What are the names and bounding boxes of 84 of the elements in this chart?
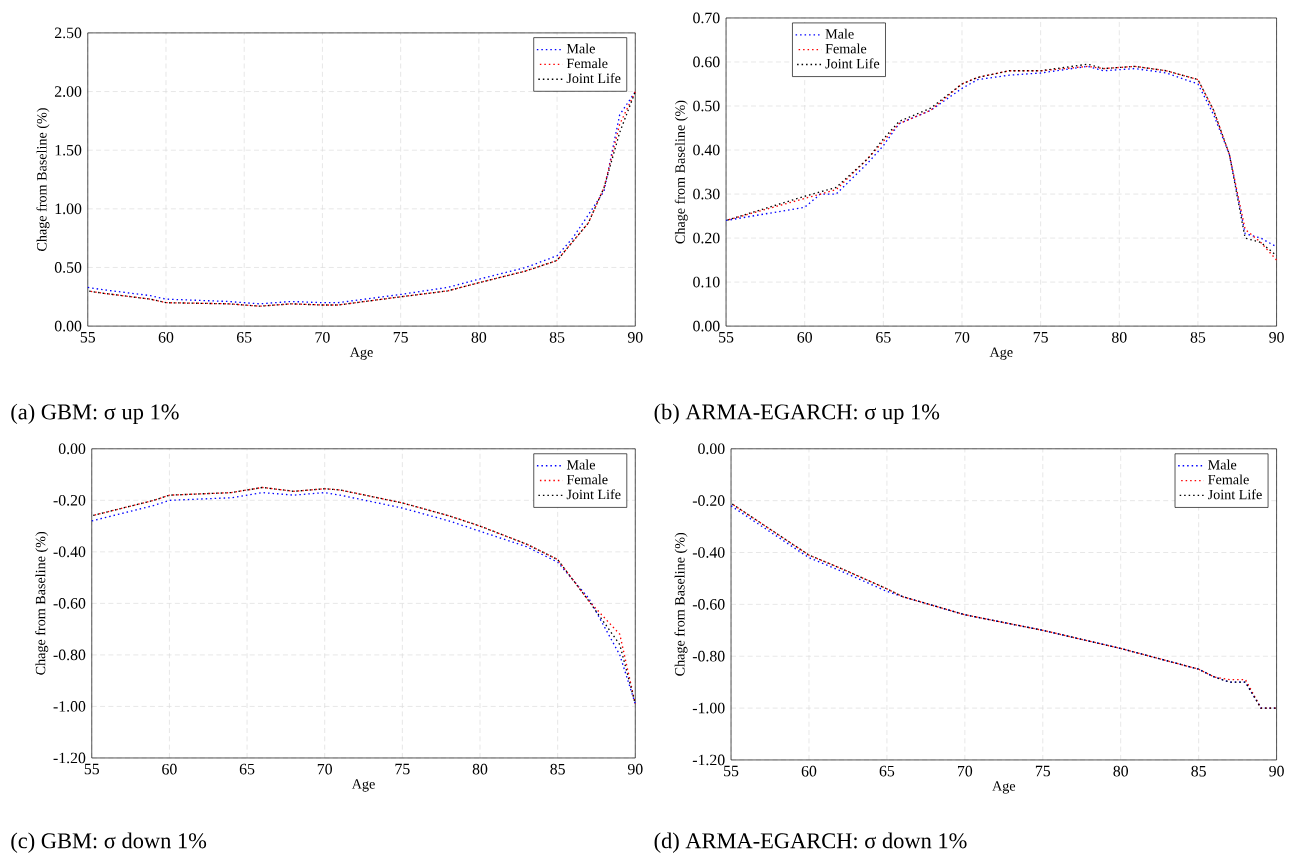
legend-label: Female <box>1208 474 1249 485</box>
legend-label: Joint Life <box>1207 489 1262 500</box>
x-axis-title: Age <box>989 347 1013 360</box>
x-axis-title: Age <box>351 779 375 792</box>
x-tick-label: 80 <box>471 332 487 343</box>
y-tick-label: 0.40 <box>693 144 720 156</box>
x-tick-label: 85 <box>549 332 565 343</box>
y-tick-label: -1.20 <box>53 752 86 764</box>
x-tick-label: 90 <box>1269 332 1284 343</box>
x-tick-label: 75 <box>393 332 408 343</box>
y-tick-label: -0.40 <box>692 547 725 559</box>
text: (d) ARMA-EGARCH: σ down 1% <box>654 832 967 854</box>
y-axis-title: Chage from Baseline (%) <box>674 533 688 676</box>
y-tick-label: -0.80 <box>692 651 725 662</box>
y-tick-label: -1.00 <box>53 701 86 712</box>
text: (a) GBM: σ up 1% <box>11 403 179 425</box>
y-tick-label: 1.00 <box>55 203 82 215</box>
x-tick-label: 70 <box>315 332 330 343</box>
x-tick-label: 85 <box>550 763 565 775</box>
x-tick-label: 65 <box>236 332 252 343</box>
x-tick-label: 55 <box>719 332 734 343</box>
x-tick-label: 90 <box>627 763 643 775</box>
legend-label: Female <box>825 43 867 54</box>
text: (c) GBM: σ down 1% <box>11 832 207 854</box>
x-tick-label: 70 <box>955 332 970 343</box>
x-tick-label: 85 <box>1190 332 1206 343</box>
legend-label: Joint Life <box>566 73 621 84</box>
y-tick-label: -1.00 <box>692 702 725 714</box>
text: (b) ARMA-EGARCH: σ up 1% <box>654 403 940 425</box>
y-tick-label: -0.20 <box>53 495 86 506</box>
legend-label: Female <box>566 58 608 69</box>
y-tick-label: 0.00 <box>54 320 82 332</box>
x-tick-label: 55 <box>84 763 100 775</box>
x-axis-title: Age <box>349 347 373 360</box>
x-tick-label: 80 <box>1113 765 1129 777</box>
y-axis-title: Chage from Baseline (%) <box>36 108 50 252</box>
y-tick-label: -0.40 <box>53 546 86 558</box>
y-tick-label: -0.80 <box>53 649 86 661</box>
x-tick-label: 70 <box>957 765 973 777</box>
y-axis-title: Chage from Baseline (%) <box>35 532 49 675</box>
legend-label: Female <box>566 474 608 485</box>
y-tick-label: 2.00 <box>54 86 82 98</box>
y-tick-label: 0.50 <box>693 100 720 112</box>
legend-label: Male <box>566 459 595 470</box>
x-tick-label: 55 <box>80 332 96 343</box>
x-tick-label: 65 <box>879 765 895 777</box>
y-tick-label: 0.00 <box>693 320 720 332</box>
x-tick-label: 65 <box>876 332 891 343</box>
y-tick-label: 0.00 <box>58 443 86 455</box>
y-tick-label: -0.20 <box>692 495 725 507</box>
x-tick-label: 75 <box>1035 765 1051 777</box>
x-tick-label: 60 <box>158 332 174 343</box>
legend-label: Joint Life <box>825 58 880 69</box>
x-tick-label: 80 <box>472 763 488 775</box>
x-tick-label: 90 <box>1269 765 1284 777</box>
x-tick-label: 70 <box>317 763 332 775</box>
legend-label: Male <box>825 28 854 39</box>
x-tick-label: 60 <box>162 763 177 775</box>
legend-label: Male <box>566 43 595 54</box>
x-tick-label: 65 <box>239 763 255 775</box>
x-tick-label: 60 <box>801 765 817 777</box>
y-tick-label: -0.60 <box>692 599 725 610</box>
y-tick-label: 0.70 <box>693 12 720 24</box>
y-tick-label: 0.20 <box>693 232 720 244</box>
x-axis-title: Age <box>992 781 1016 794</box>
y-tick-label: 2.50 <box>54 27 82 39</box>
y-tick-label: 0.60 <box>693 56 720 68</box>
x-tick-label: 60 <box>797 332 812 343</box>
y-axis-title: Chage from Baseline (%) <box>674 100 688 244</box>
y-tick-label: 0.30 <box>693 188 720 200</box>
x-tick-label: 55 <box>724 765 739 777</box>
y-tick-label: 1.50 <box>55 144 82 156</box>
y-tick-label: 0.00 <box>698 443 725 455</box>
y-tick-label: -0.60 <box>53 598 86 609</box>
legend-label: Male <box>1208 459 1237 470</box>
y-tick-label: 0.10 <box>693 276 720 288</box>
y-tick-label: -1.20 <box>692 754 725 766</box>
x-tick-label: 85 <box>1191 765 1206 777</box>
x-tick-label: 75 <box>1033 332 1048 343</box>
legend-label: Joint Life <box>566 489 621 500</box>
y-tick-label: 0.50 <box>54 262 82 274</box>
x-tick-label: 75 <box>395 763 410 775</box>
x-tick-label: 90 <box>627 332 643 343</box>
x-tick-label: 80 <box>1111 332 1127 343</box>
